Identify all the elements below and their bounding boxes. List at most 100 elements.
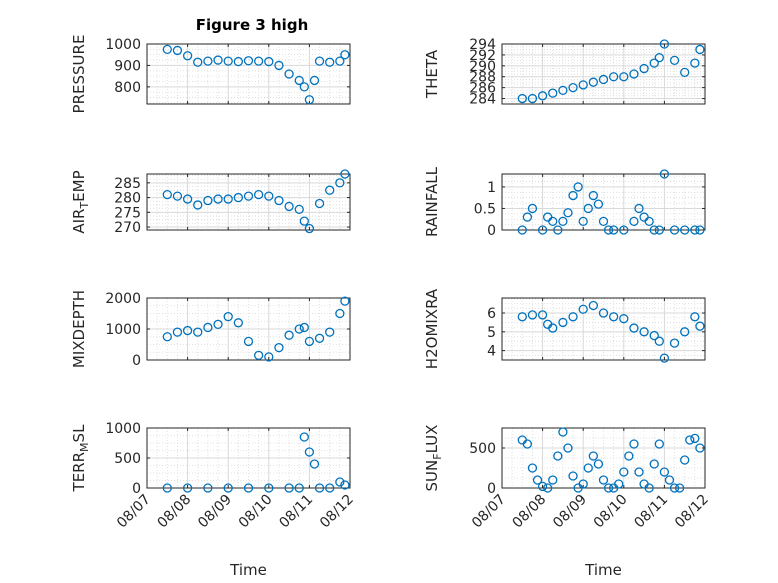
data-point — [522, 212, 533, 222]
data-point — [325, 185, 335, 195]
data-point — [644, 483, 654, 493]
data-point — [223, 194, 233, 204]
y-tick-label: 0 — [132, 481, 141, 497]
data-point — [304, 223, 315, 234]
data-point — [284, 201, 294, 212]
data-point — [527, 203, 538, 214]
data-point — [182, 325, 193, 336]
data-point — [335, 308, 345, 319]
data-point — [578, 479, 588, 489]
data-point — [253, 56, 264, 66]
data-point — [304, 447, 315, 457]
data-point — [162, 189, 172, 200]
data-point — [532, 475, 543, 485]
data-point — [548, 88, 558, 98]
data-point — [674, 483, 685, 493]
subplot-pressure: 800 900 1000 PRESSURE — [70, 35, 351, 114]
data-point — [264, 191, 274, 201]
data-point — [543, 483, 553, 493]
data-point — [659, 467, 670, 477]
data-point — [563, 443, 573, 453]
data-point — [639, 63, 649, 74]
y-tick-label: 286 — [469, 81, 496, 97]
data-point — [304, 336, 315, 347]
data-point — [203, 322, 213, 333]
data-point — [649, 225, 659, 235]
data-point — [654, 336, 664, 346]
data-point — [517, 93, 527, 104]
data-point — [548, 475, 558, 485]
data-point — [233, 318, 244, 328]
data-point — [340, 50, 350, 60]
data-point — [669, 483, 680, 493]
y-tick-label: 500 — [469, 441, 496, 457]
data-point — [680, 67, 690, 78]
data-point — [243, 191, 254, 201]
data-point — [588, 190, 598, 201]
y-tick-label: 500 — [114, 451, 141, 467]
data-point — [558, 85, 568, 96]
subplot-mixdepth: 0 1000 2000 MIXDEPTH — [70, 290, 351, 369]
data-point — [314, 56, 325, 66]
y-axis-label: PRESSURE — [70, 35, 88, 114]
data-point — [629, 439, 639, 449]
data-point — [522, 439, 533, 449]
y-axis-label: AIRTEMP — [70, 170, 91, 233]
data-point — [695, 443, 705, 453]
data-point — [654, 439, 664, 449]
data-point — [690, 225, 700, 235]
data-point — [299, 322, 309, 333]
data-point — [299, 432, 309, 442]
data-point — [314, 333, 325, 343]
data-point — [654, 225, 664, 235]
y-tick-label: 6 — [487, 306, 496, 322]
data-point — [335, 477, 345, 487]
data-point — [304, 95, 315, 105]
data-point — [669, 338, 680, 348]
data-point — [284, 483, 294, 493]
data-point — [583, 203, 593, 214]
data-point — [624, 451, 634, 461]
data-point — [583, 463, 593, 473]
data-point — [172, 45, 183, 56]
y-tick-label: 5 — [487, 325, 496, 341]
data-point — [527, 93, 538, 104]
data-point — [603, 225, 614, 235]
data-point — [162, 483, 172, 493]
data-point — [527, 310, 538, 320]
y-tick-label: 4 — [487, 344, 496, 360]
y-tick-label: 275 — [114, 205, 141, 221]
y-tick-label: 1000 — [105, 421, 141, 437]
data-point — [690, 312, 700, 322]
data-point — [274, 60, 284, 71]
y-axis-label: H2OMIXRA — [423, 288, 441, 369]
data-point — [659, 39, 670, 49]
data-point — [588, 451, 598, 461]
data-point — [517, 312, 527, 322]
data-point — [243, 336, 254, 347]
data-point — [264, 56, 274, 67]
data-point — [553, 451, 563, 461]
y-tick-label: 294 — [469, 37, 496, 53]
data-point — [619, 72, 629, 82]
series-markers — [162, 169, 350, 234]
data-point — [284, 69, 294, 79]
y-tick-label: 0 — [132, 353, 141, 369]
grid — [146, 427, 351, 489]
data-point — [690, 58, 700, 68]
data-point — [172, 327, 183, 337]
data-point — [294, 324, 304, 334]
series-markers — [162, 296, 350, 362]
data-point — [568, 471, 578, 481]
data-point — [664, 475, 675, 485]
data-point — [314, 198, 325, 209]
data-point — [213, 194, 223, 204]
data-point — [182, 483, 193, 493]
data-point — [659, 353, 670, 363]
y-tick-label: 280 — [114, 191, 141, 207]
data-point — [695, 321, 705, 331]
data-point — [299, 216, 309, 226]
